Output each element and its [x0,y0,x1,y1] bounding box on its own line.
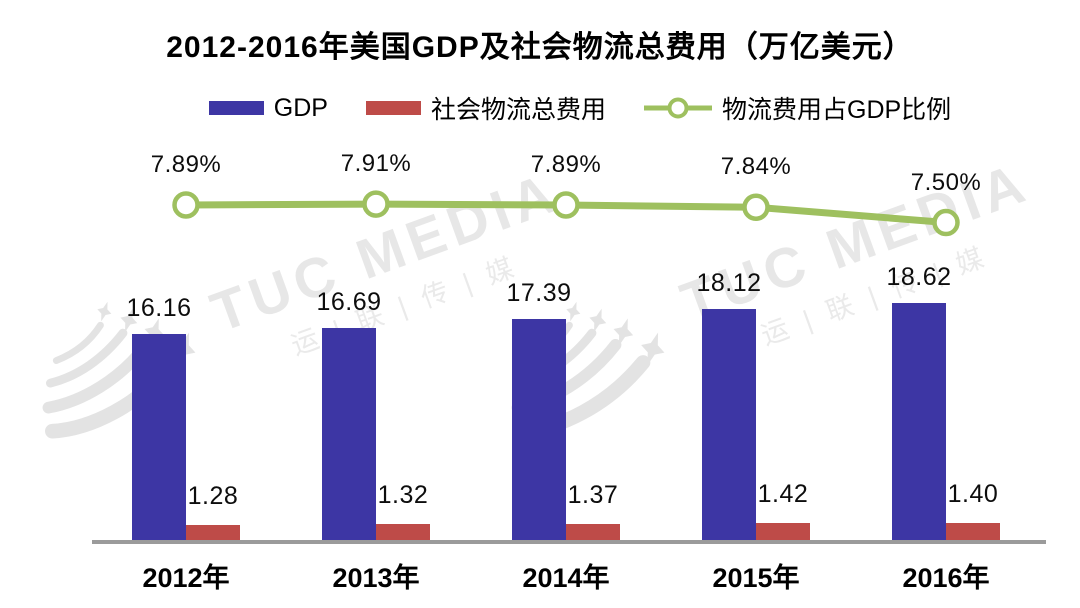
legend-label-ratio: 物流费用占GDP比例 [722,96,952,124]
legend-item-gdp: GDP [208,93,328,123]
logistics-value-label: 1.28 [187,481,239,510]
ratio-value-label: 7.50% [910,168,982,196]
logistics-value-label: 1.40 [947,480,999,509]
x-axis-category-label: 2012年 [142,563,230,593]
year-group-2016: 7.50% 18.62 1.40 2016年 [851,0,1041,608]
gdp-bar [512,318,566,541]
logistics-color-swatch-icon [365,101,421,115]
gdp-value-label: 18.62 [886,263,952,292]
logistics-bar [756,522,810,541]
logistics-value-label: 1.42 [757,479,809,508]
ratio-value-label: 7.89% [150,151,222,178]
gdp-value-label: 17.39 [506,278,572,307]
gdp-value-label: 18.12 [696,269,762,298]
gdp-bar [132,334,186,541]
gdp-bar [702,309,756,541]
year-group-2015: 7.84% 18.12 1.42 2015年 [661,0,851,608]
logistics-value-label: 1.37 [567,480,619,509]
legend-item-logistics: 社会物流总费用 [365,90,606,126]
gdp-value-label: 16.16 [126,294,192,323]
legend-item-ratio: 物流费用占GDP比例 [644,90,951,126]
gdp-value-label: 16.69 [316,287,382,316]
ratio-line-swatch-icon [644,97,712,119]
legend-label-logistics: 社会物流总费用 [430,96,606,124]
x-axis-line [92,540,1046,544]
year-group-2013: 7.91% 16.69 1.32 2013年 [281,0,471,608]
ratio-value-label: 7.91% [340,150,412,178]
x-axis-category-label: 2016年 [902,563,990,593]
chart-title: 2012-2016年美国GDP及社会物流总费用（万亿美元） [166,31,914,64]
logistics-bar [376,524,430,541]
logistics-bar [946,523,1000,541]
x-axis-category-label: 2014年 [522,563,610,593]
legend-label-gdp: GDP [273,93,328,122]
logistics-value-label: 1.32 [377,481,429,510]
gdp-bar [322,327,376,541]
x-axis-category-label: 2013年 [332,563,420,593]
logistics-bar [186,524,240,541]
ratio-value-label: 7.89% [530,151,602,178]
logistics-bar [566,523,620,541]
x-axis-category-label: 2015年 [712,563,800,593]
year-group-2012: 7.89% 16.16 1.28 2012年 [91,0,281,608]
gdp-color-swatch-icon [208,101,264,115]
legend: GDP 社会物流总费用 物流费用占GDP比例 [0,90,1080,126]
year-group-2014: 7.89% 17.39 1.37 2014年 [471,0,661,608]
gdp-bar [892,303,946,541]
ratio-value-label: 7.84% [720,153,792,181]
